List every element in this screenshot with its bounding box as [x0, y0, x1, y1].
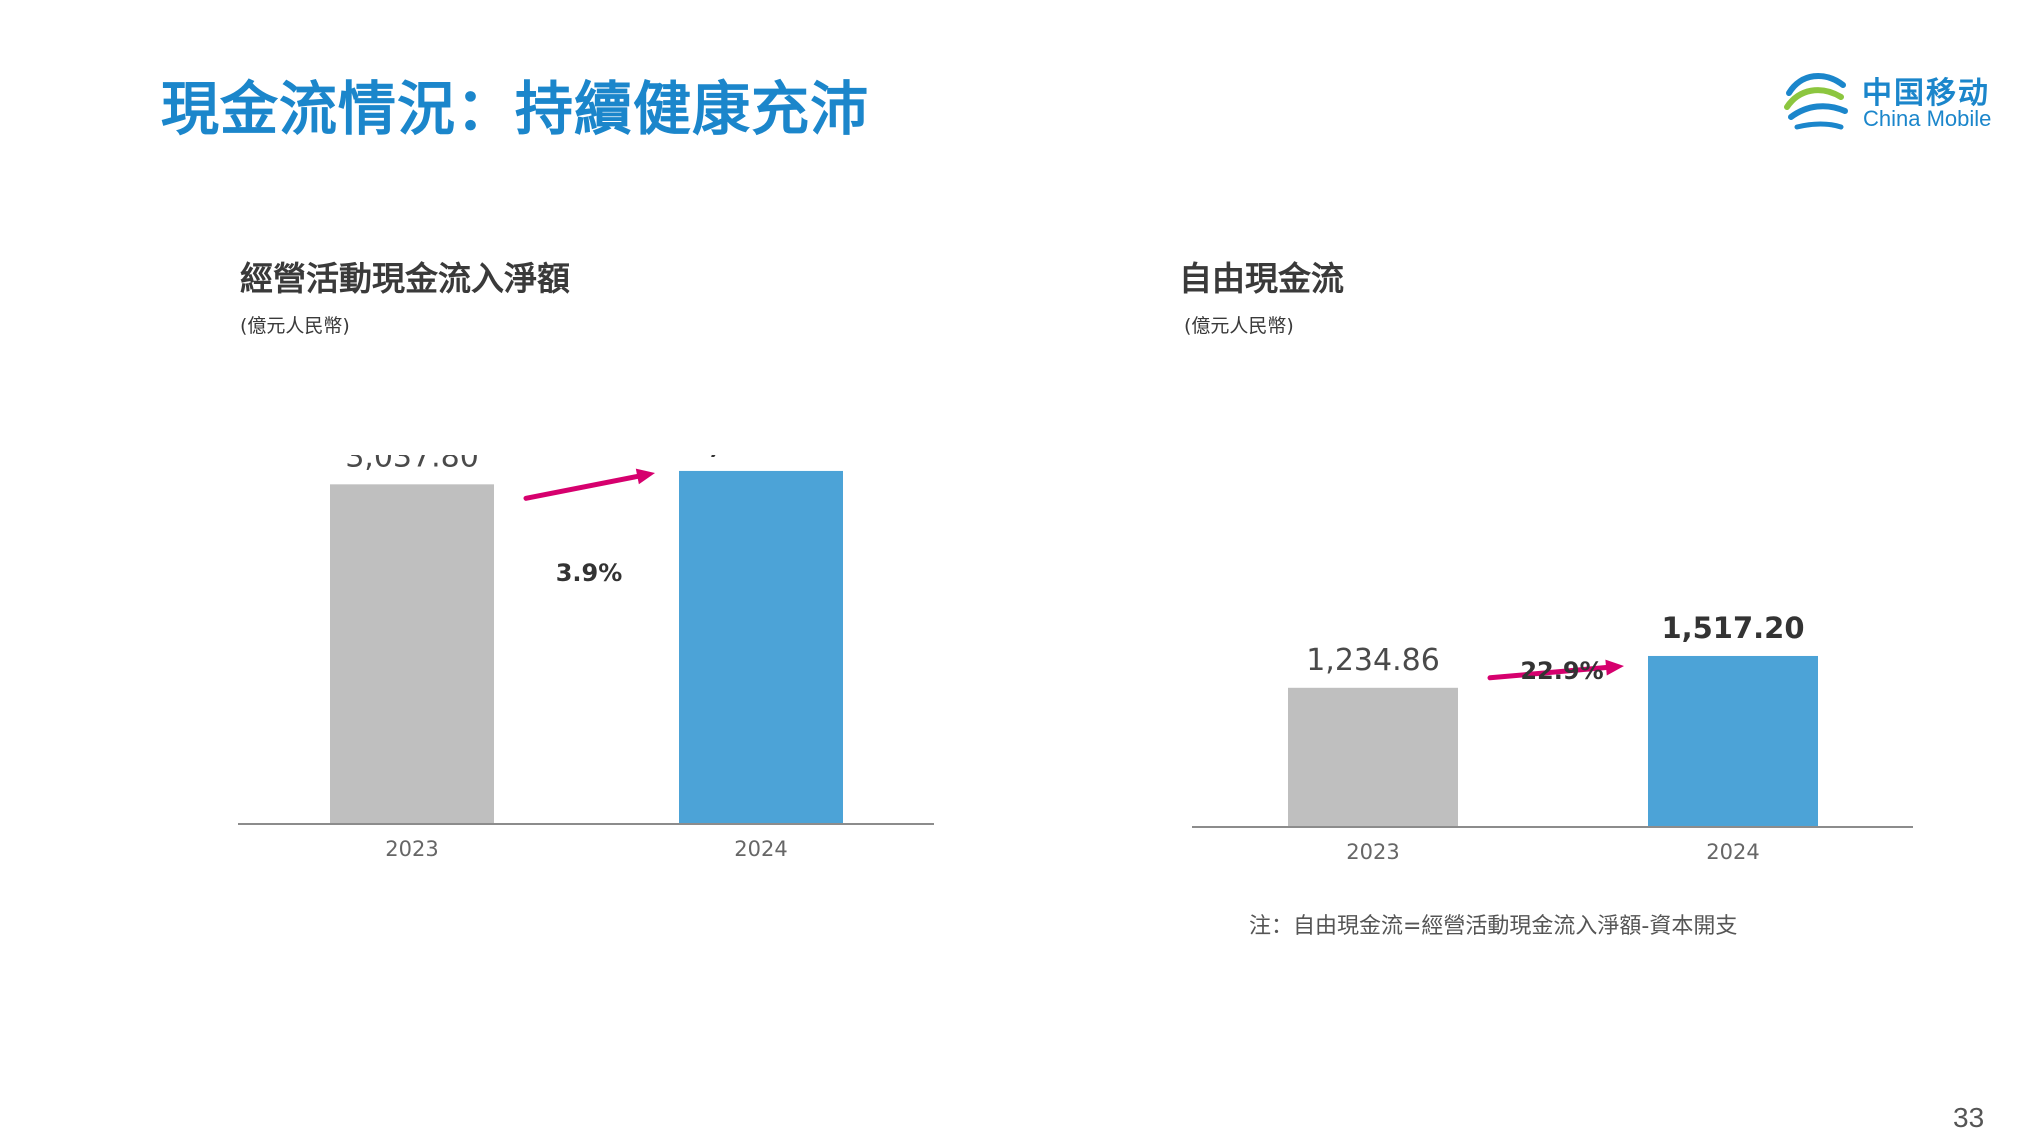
data-label-2023: 1,234.86: [1306, 643, 1440, 678]
logo-text-cn: 中国移动: [1862, 76, 1990, 111]
logo-text-en: China Mobile: [1863, 106, 1992, 131]
bar-2024: [679, 470, 843, 824]
growth-arrow-head: [1605, 659, 1624, 676]
growth-arrow-head: [635, 468, 655, 485]
growth-label: 22.9%: [1520, 657, 1603, 685]
growth-label: 3.9%: [556, 559, 623, 587]
page-title: 現金流情況：持續健康充沛: [161, 75, 870, 143]
data-label-2024: 3,157.41: [689, 455, 832, 460]
x-tick-label-2023: 2023: [385, 837, 438, 861]
x-tick-label-2023: 2023: [1346, 840, 1399, 864]
growth-arrow: [1487, 665, 1609, 681]
x-tick-label-2024: 2024: [1706, 840, 1759, 864]
free-cash-flow-chart: 1,234.86 2023 1,517.20 2024 22.9%: [1192, 611, 1913, 864]
x-tick-label-2024: 2024: [734, 837, 787, 861]
operating-cash-flow-chart: 3,037.80 2023 3,157.41 2024 3.9%: [238, 455, 934, 861]
bar-2023: [330, 484, 494, 824]
bar-2024: [1648, 655, 1818, 827]
data-label-2023: 3,037.80: [345, 455, 479, 474]
bar-2023: [1288, 687, 1458, 827]
chart-title-operating-cash-flow: 經營活動現金流入淨額: [240, 259, 570, 298]
growth-arrow: [523, 473, 640, 501]
china-mobile-logo-icon: [1784, 72, 1848, 130]
page-number: 33: [1953, 1102, 1985, 1133]
chart-unit-free-cash-flow: (億元人民幣): [1184, 315, 1294, 337]
footnote: 注：自由現金流=經營活動現金流入淨額-資本開支: [1249, 914, 1738, 939]
data-label-2024: 1,517.20: [1661, 611, 1804, 645]
china-mobile-logo: 中国移动 China Mobile: [1783, 65, 1993, 137]
chart-title-free-cash-flow: 自由現金流: [1179, 259, 1344, 298]
chart-unit-operating-cash-flow: (億元人民幣): [240, 315, 350, 337]
